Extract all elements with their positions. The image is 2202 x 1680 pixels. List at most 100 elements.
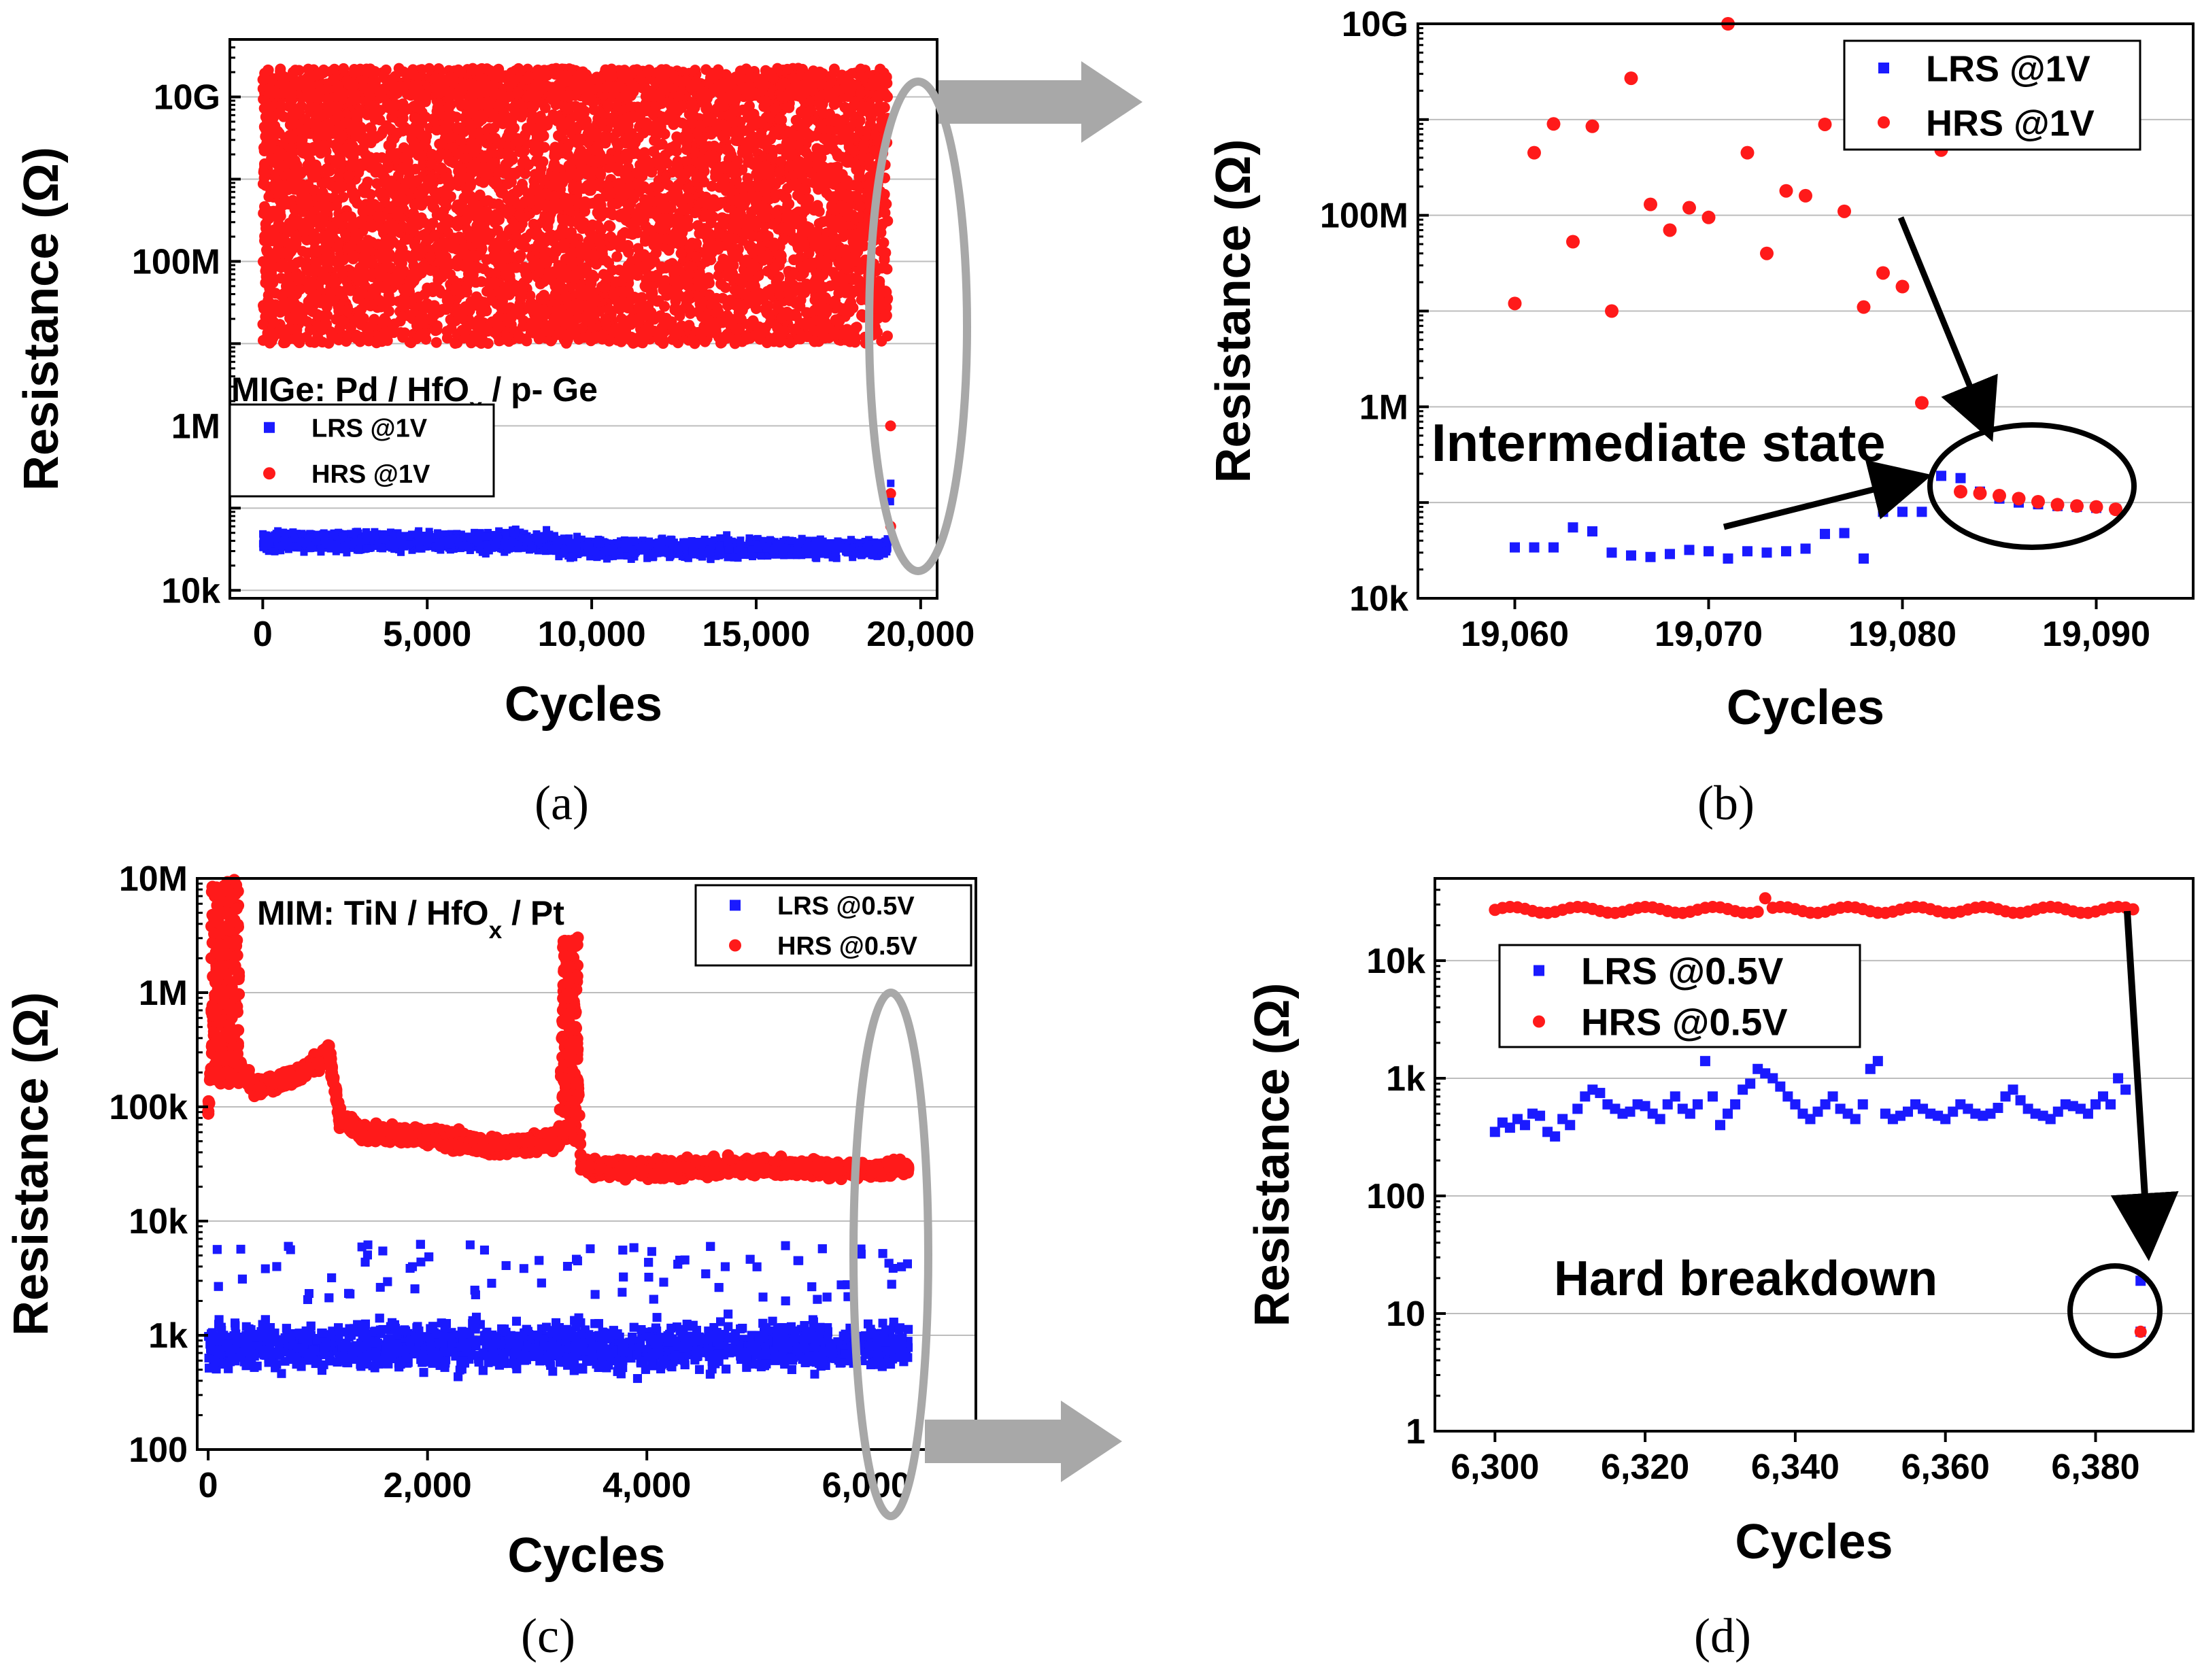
hrs-point: [402, 233, 413, 245]
hrs-point: [399, 194, 410, 206]
hrs-point: [734, 323, 745, 335]
hrs-point: [783, 308, 795, 320]
hrs-point: [587, 219, 598, 230]
hrs-point: [409, 147, 421, 158]
hrs-point: [480, 305, 492, 316]
hrs-point: [475, 276, 487, 288]
hrs-point: [285, 246, 297, 258]
hrs-point: [832, 301, 844, 313]
hrs-point: [365, 152, 376, 163]
hrs-point: [682, 183, 694, 194]
hrs-point: [403, 311, 415, 322]
hrs-point: [614, 241, 626, 253]
hrs-point: [359, 221, 371, 233]
hrs-point: [409, 163, 421, 175]
hrs-point: [279, 287, 290, 298]
hrs-point: [715, 196, 727, 208]
hrs-point: [606, 112, 617, 124]
hrs-point: [602, 99, 613, 111]
hrs-point: [309, 243, 321, 255]
hrs-point: [654, 182, 665, 193]
hrs-point: [482, 195, 494, 207]
hrs-point: [552, 284, 564, 296]
hrs-point: [562, 309, 574, 320]
hrs-point: [541, 256, 553, 267]
hrs-point: [795, 144, 807, 156]
hrs-point: [290, 230, 301, 242]
hrs-point: [297, 199, 308, 210]
hrs-point: [539, 294, 550, 305]
hrs-point: [828, 234, 840, 245]
hrs-point: [345, 285, 356, 296]
hrs-point: [844, 306, 856, 318]
hrs-point: [515, 239, 526, 251]
hrs-point: [770, 262, 781, 273]
hrs-point: [562, 103, 574, 115]
hrs-point: [320, 145, 332, 157]
hrs-point: [373, 201, 384, 213]
hrs-point: [380, 315, 392, 327]
hrs-point: [543, 211, 555, 223]
hrs-point: [872, 326, 883, 338]
hrs-point: [517, 320, 528, 332]
hrs-point: [426, 149, 438, 160]
hrs-point: [543, 326, 555, 337]
hrs-point: [446, 241, 458, 253]
hrs-point: [783, 102, 795, 114]
hrs-point: [501, 160, 512, 171]
hrs-point: [879, 102, 890, 114]
hrs-point: [460, 248, 471, 260]
hrs-point: [809, 205, 820, 216]
hrs-point: [694, 120, 706, 131]
hrs-point: [397, 332, 409, 343]
hrs-point: [501, 230, 512, 241]
hrs-point: [816, 234, 828, 245]
hrs-point: [839, 101, 851, 113]
hrs-point: [831, 314, 843, 326]
hrs-point: [310, 171, 322, 183]
hrs-point: [409, 112, 420, 124]
hrs-point: [257, 178, 269, 190]
hrs-point: [315, 297, 326, 309]
hrs-point: [721, 258, 732, 270]
hrs-point: [613, 177, 624, 189]
hrs-point: [262, 213, 273, 224]
hrs-point: [362, 235, 374, 246]
hrs-point: [620, 213, 631, 224]
hrs-point: [532, 168, 543, 179]
hrs-point: [783, 199, 795, 210]
hrs-point: [469, 319, 481, 330]
hrs-point: [764, 170, 776, 182]
hrs-point: [794, 130, 806, 141]
hrs-point: [441, 326, 453, 337]
hrs-point: [513, 165, 525, 177]
hrs-point: [675, 101, 686, 112]
hrs-point: [316, 269, 328, 280]
hrs-point: [792, 215, 804, 226]
hrs-point: [427, 282, 439, 294]
hrs-point: [549, 150, 560, 162]
hrs-point: [732, 135, 744, 147]
hrs-point: [351, 109, 362, 121]
hrs-point: [569, 194, 580, 206]
hrs-point: [258, 103, 270, 114]
hrs-point: [690, 251, 702, 262]
hrs-point: [464, 269, 476, 281]
hrs-point: [805, 105, 817, 116]
hrs-point: [654, 139, 665, 150]
hrs-point: [374, 249, 386, 260]
hrs-point: [713, 317, 724, 328]
hrs-point: [847, 273, 859, 284]
hrs-point: [612, 296, 624, 308]
hrs-point: [538, 235, 549, 247]
hrs-point: [587, 269, 598, 281]
hrs-point: [277, 258, 288, 269]
hrs-point: [355, 158, 367, 169]
hrs-point: [504, 271, 515, 282]
hrs-point: [347, 250, 358, 261]
hrs-point: [715, 278, 727, 290]
hrs-point: [441, 201, 452, 212]
hrs-point: [698, 161, 709, 173]
hrs-point: [337, 269, 348, 280]
